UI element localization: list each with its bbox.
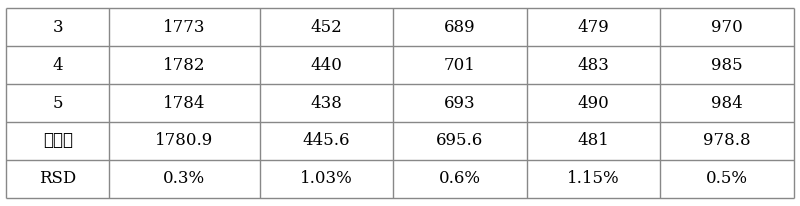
Text: RSD: RSD: [39, 170, 76, 187]
Text: 452: 452: [310, 19, 342, 36]
Text: 平均值: 平均值: [42, 132, 73, 149]
Text: 689: 689: [444, 19, 476, 36]
Text: 3: 3: [53, 19, 63, 36]
Text: 701: 701: [444, 57, 476, 74]
Text: 490: 490: [578, 95, 610, 111]
Text: 970: 970: [711, 19, 742, 36]
Text: 483: 483: [578, 57, 610, 74]
Text: 1784: 1784: [163, 95, 206, 111]
Text: 1773: 1773: [163, 19, 206, 36]
Text: 985: 985: [711, 57, 742, 74]
Text: 479: 479: [578, 19, 610, 36]
Text: 1780.9: 1780.9: [155, 132, 214, 149]
Text: 481: 481: [578, 132, 610, 149]
Text: 1.03%: 1.03%: [300, 170, 353, 187]
Text: 445.6: 445.6: [302, 132, 350, 149]
Text: 978.8: 978.8: [703, 132, 750, 149]
Text: 0.5%: 0.5%: [706, 170, 748, 187]
Text: 695.6: 695.6: [436, 132, 483, 149]
Text: 5: 5: [53, 95, 63, 111]
Text: 1.15%: 1.15%: [567, 170, 620, 187]
Text: 984: 984: [711, 95, 742, 111]
Text: 1782: 1782: [163, 57, 206, 74]
Text: 438: 438: [310, 95, 342, 111]
Text: 693: 693: [444, 95, 476, 111]
Text: 0.3%: 0.3%: [163, 170, 206, 187]
Text: 4: 4: [53, 57, 63, 74]
Text: 0.6%: 0.6%: [439, 170, 481, 187]
Text: 440: 440: [310, 57, 342, 74]
